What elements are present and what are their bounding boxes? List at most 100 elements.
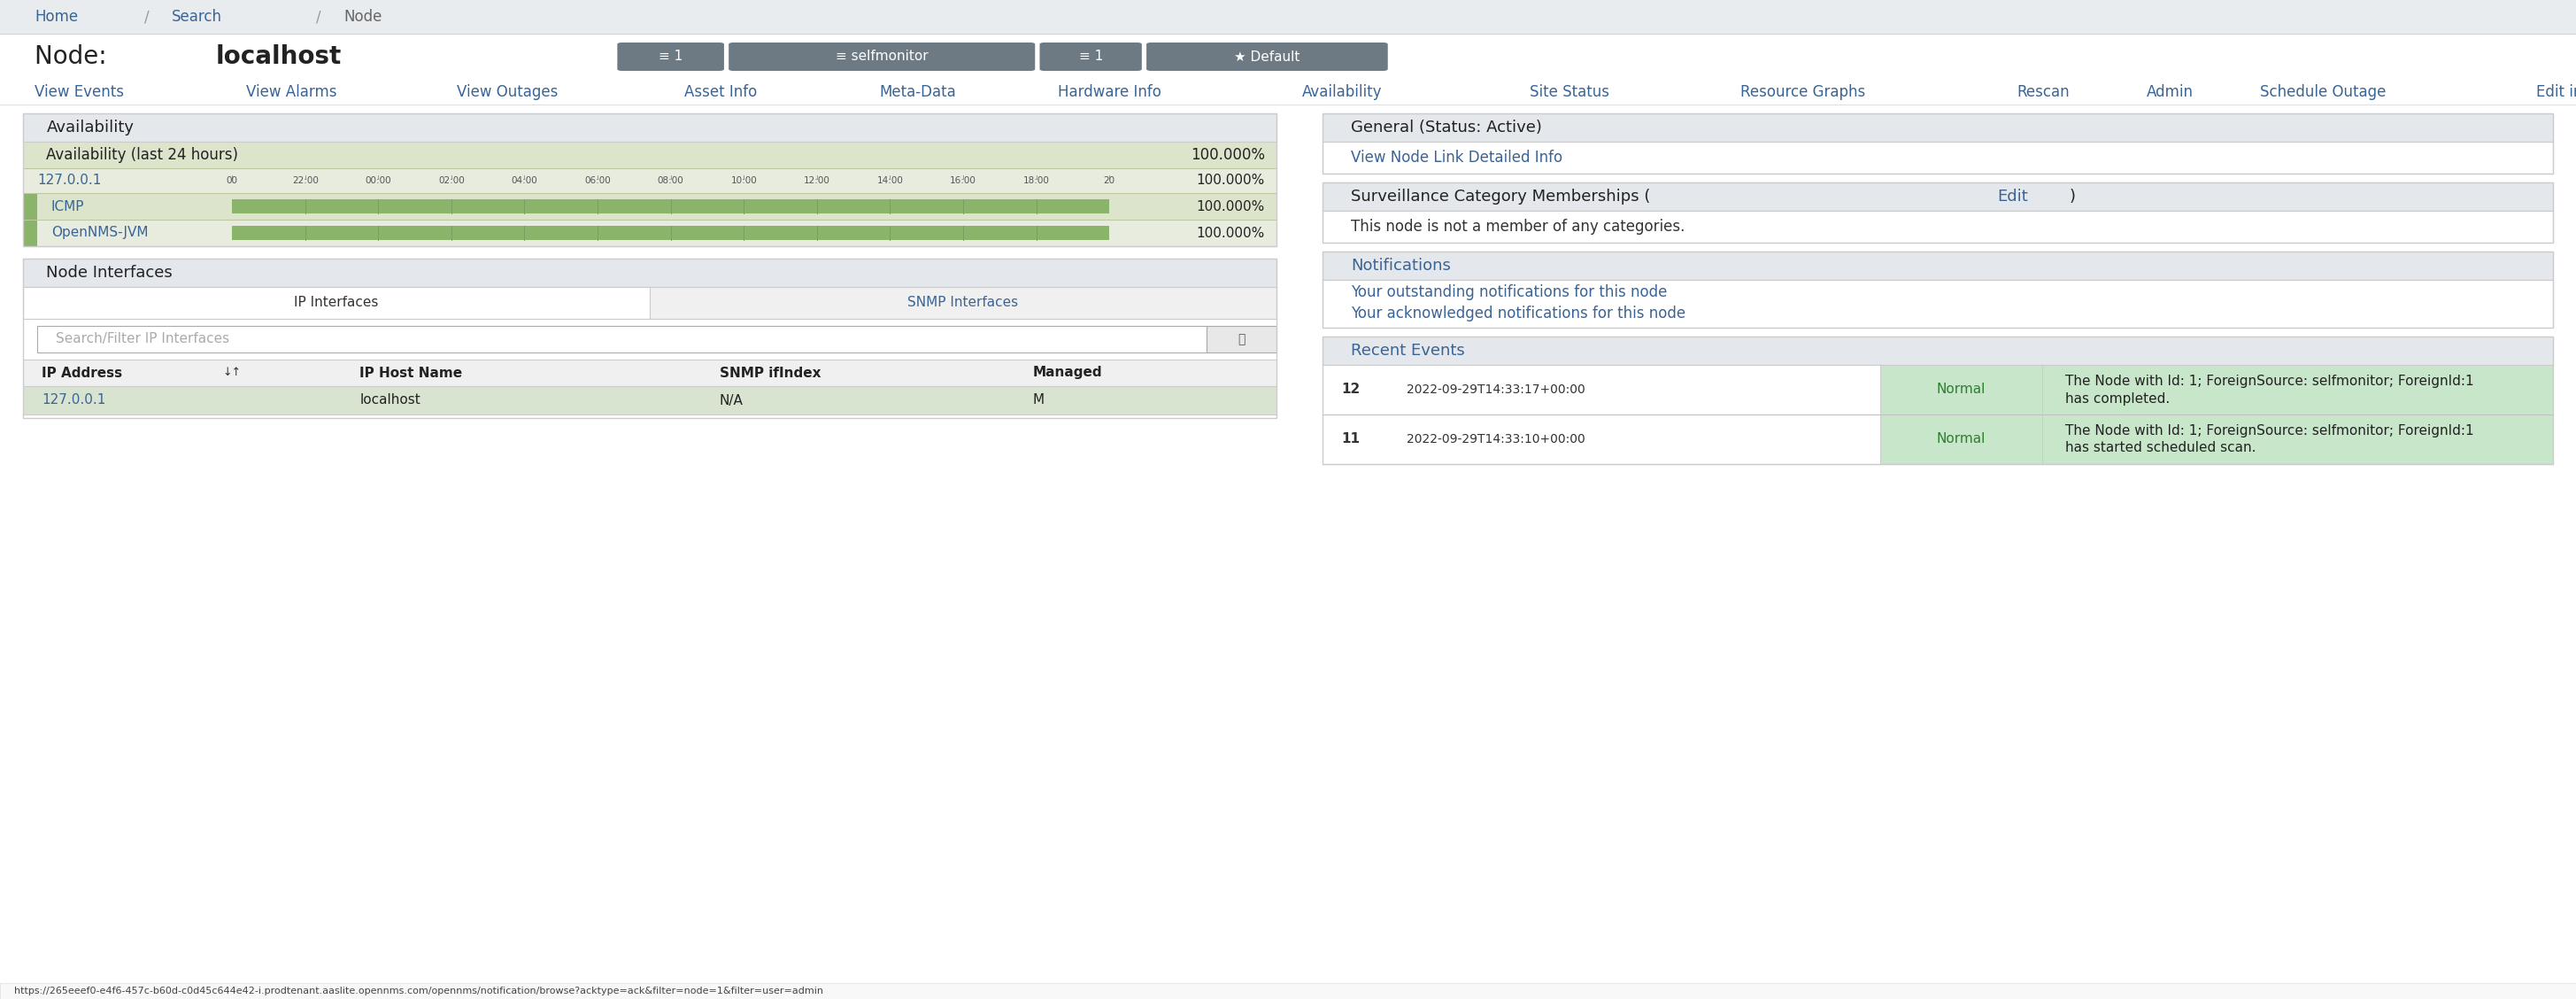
Text: Availability: Availability bbox=[1301, 84, 1383, 100]
Text: 08:00: 08:00 bbox=[657, 176, 683, 185]
Text: Search/Filter IP Interfaces: Search/Filter IP Interfaces bbox=[57, 333, 229, 346]
FancyBboxPatch shape bbox=[1146, 43, 1388, 71]
Text: ★ Default: ★ Default bbox=[1234, 50, 1301, 63]
Bar bbox=[232, 199, 1110, 214]
Text: 127.0.0.1: 127.0.0.1 bbox=[41, 394, 106, 407]
Text: Normal: Normal bbox=[1937, 383, 1986, 397]
Text: 20: 20 bbox=[1103, 176, 1115, 185]
Bar bbox=[23, 360, 1275, 387]
Text: OpenNMS-JVM: OpenNMS-JVM bbox=[52, 227, 147, 240]
Text: Schedule Outage: Schedule Outage bbox=[2259, 84, 2385, 100]
Text: 04:00: 04:00 bbox=[510, 176, 538, 185]
Bar bbox=[649, 287, 1275, 319]
Bar bbox=[0, 0, 2576, 34]
FancyBboxPatch shape bbox=[729, 43, 1036, 71]
Bar bbox=[1324, 337, 2553, 465]
Text: View Node Link Detailed Info: View Node Link Detailed Info bbox=[1350, 150, 1561, 166]
Text: Site Status: Site Status bbox=[1530, 84, 1610, 100]
Text: Edit: Edit bbox=[1996, 189, 2027, 205]
Text: Hardware Info: Hardware Info bbox=[1059, 84, 1162, 100]
Bar bbox=[1324, 280, 2553, 328]
Bar bbox=[1324, 183, 2553, 243]
Bar bbox=[23, 113, 1275, 142]
Text: 100.000%: 100.000% bbox=[1190, 147, 1265, 163]
Text: 00: 00 bbox=[227, 176, 237, 185]
Text: SNMP Interfaces: SNMP Interfaces bbox=[907, 297, 1018, 310]
Text: 100.000%: 100.000% bbox=[1195, 200, 1265, 213]
Bar bbox=[1880, 365, 2043, 415]
Bar bbox=[23, 220, 36, 246]
Text: Node: Node bbox=[343, 9, 381, 25]
Text: 12: 12 bbox=[1342, 383, 1360, 397]
Text: View Events: View Events bbox=[36, 84, 124, 100]
Text: 06:00: 06:00 bbox=[585, 176, 611, 185]
FancyBboxPatch shape bbox=[1041, 43, 1141, 71]
Text: ≡ 1: ≡ 1 bbox=[1079, 50, 1103, 63]
Text: ): ) bbox=[2069, 189, 2076, 205]
Text: ≡ 1: ≡ 1 bbox=[659, 50, 683, 63]
Text: 00:00: 00:00 bbox=[366, 176, 392, 185]
Text: IP Host Name: IP Host Name bbox=[361, 367, 464, 380]
Text: Node Interfaces: Node Interfaces bbox=[46, 265, 173, 281]
Text: IP Address: IP Address bbox=[41, 367, 124, 380]
Bar bbox=[1324, 365, 1880, 415]
Text: 2022-09-29T14:33:10+00:00: 2022-09-29T14:33:10+00:00 bbox=[1406, 434, 1584, 446]
Text: View Alarms: View Alarms bbox=[245, 84, 337, 100]
Text: Meta-Data: Meta-Data bbox=[878, 84, 956, 100]
Text: Recent Events: Recent Events bbox=[1350, 343, 1466, 359]
Text: Edit in Requisition: Edit in Requisition bbox=[2537, 84, 2576, 100]
Text: Search: Search bbox=[173, 9, 222, 25]
Bar bbox=[23, 113, 1275, 246]
Text: 100.000%: 100.000% bbox=[1195, 227, 1265, 240]
Bar bbox=[1324, 113, 2553, 174]
Text: IP Interfaces: IP Interfaces bbox=[294, 297, 379, 310]
Text: 02:00: 02:00 bbox=[438, 176, 464, 185]
Text: localhost: localhost bbox=[216, 44, 343, 69]
Text: 16:00: 16:00 bbox=[951, 176, 976, 185]
Text: Normal: Normal bbox=[1937, 433, 1986, 446]
Bar bbox=[1324, 252, 2553, 328]
Text: Admin: Admin bbox=[2146, 84, 2195, 100]
Bar bbox=[23, 142, 1275, 168]
Text: has started scheduled scan.: has started scheduled scan. bbox=[2066, 442, 2257, 455]
Bar bbox=[232, 226, 1110, 240]
Text: Home: Home bbox=[36, 9, 77, 25]
Text: This node is not a member of any categories.: This node is not a member of any categor… bbox=[1350, 219, 1685, 235]
Text: Node:: Node: bbox=[36, 44, 116, 69]
Text: 11: 11 bbox=[1342, 433, 1360, 446]
Text: SNMP ifIndex: SNMP ifIndex bbox=[719, 367, 822, 380]
Bar bbox=[23, 287, 649, 319]
Text: Resource Graphs: Resource Graphs bbox=[1741, 84, 1865, 100]
Bar bbox=[23, 193, 1275, 220]
Bar bbox=[0, 983, 2576, 999]
Bar bbox=[1324, 142, 2553, 174]
Text: 14:00: 14:00 bbox=[876, 176, 904, 185]
Text: 18:00: 18:00 bbox=[1023, 176, 1048, 185]
Text: 22:00: 22:00 bbox=[291, 176, 319, 185]
Bar bbox=[1880, 415, 2043, 465]
Text: Rescan: Rescan bbox=[2017, 84, 2069, 100]
Text: Your acknowledged notifications for this node: Your acknowledged notifications for this… bbox=[1350, 306, 1685, 322]
Text: General (Status: Active): General (Status: Active) bbox=[1350, 120, 1543, 136]
Text: /: / bbox=[317, 9, 319, 25]
Text: 12:00: 12:00 bbox=[804, 176, 829, 185]
Text: Asset Info: Asset Info bbox=[685, 84, 757, 100]
Bar bbox=[36, 326, 1206, 353]
Text: https://265eeef0-e4f6-457c-b60d-c0d45c644e42-i.prodtenant.aaslite.opennms.com/op: https://265eeef0-e4f6-457c-b60d-c0d45c64… bbox=[13, 987, 822, 995]
Text: View Outages: View Outages bbox=[456, 84, 559, 100]
Bar bbox=[2043, 415, 2553, 465]
Bar bbox=[1324, 211, 2553, 243]
Bar bbox=[23, 259, 1275, 287]
Bar bbox=[1324, 183, 2553, 211]
Text: 100.000%: 100.000% bbox=[1195, 174, 1265, 188]
Bar bbox=[23, 259, 1275, 418]
Text: 10:00: 10:00 bbox=[732, 176, 757, 185]
Text: Notifications: Notifications bbox=[1350, 258, 1450, 274]
Bar bbox=[23, 168, 1275, 193]
Text: ↓↑: ↓↑ bbox=[222, 367, 242, 379]
Text: Surveillance Category Memberships (: Surveillance Category Memberships ( bbox=[1350, 189, 1651, 205]
Text: Managed: Managed bbox=[1033, 367, 1103, 380]
Text: Availability: Availability bbox=[46, 120, 134, 136]
Bar bbox=[23, 387, 1275, 415]
Text: 127.0.0.1: 127.0.0.1 bbox=[36, 174, 100, 188]
